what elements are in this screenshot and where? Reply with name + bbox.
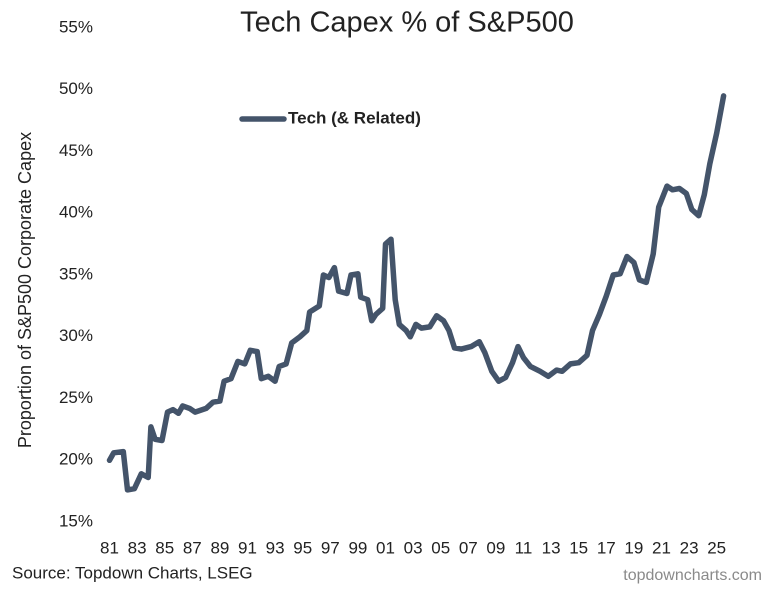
x-tick-label: 93 (266, 538, 285, 557)
y-tick-label: 55% (59, 17, 93, 36)
x-tick-label: 89 (210, 538, 229, 557)
y-axis-label: Proportion of S&P500 Corporate Capex (15, 132, 35, 448)
x-tick-label: 13 (542, 538, 561, 557)
x-tick-label: 83 (128, 538, 147, 557)
y-tick-label: 45% (59, 141, 93, 160)
legend-label: Tech (& Related) (288, 108, 421, 127)
x-tick-label: 05 (431, 538, 450, 557)
x-tick-label: 85 (155, 538, 174, 557)
x-tick-label: 25 (707, 538, 726, 557)
x-tick-label: 91 (238, 538, 257, 557)
x-tick-label: 03 (404, 538, 423, 557)
x-tick-label: 17 (597, 538, 616, 557)
x-tick-label: 07 (459, 538, 478, 557)
x-tick-label: 95 (293, 538, 312, 557)
x-tick-label: 15 (569, 538, 588, 557)
x-tick-label: 81 (100, 538, 119, 557)
x-tick-label: 87 (183, 538, 202, 557)
x-tick-label: 19 (624, 538, 643, 557)
y-tick-label: 30% (59, 326, 93, 345)
x-tick-label: 23 (680, 538, 699, 557)
x-tick-label: 97 (321, 538, 340, 557)
x-tick-label: 09 (486, 538, 505, 557)
y-tick-label: 50% (59, 79, 93, 98)
y-tick-label: 15% (59, 511, 93, 530)
y-tick-label: 20% (59, 450, 93, 469)
x-tick-label: 99 (348, 538, 367, 557)
chart-title: Tech Capex % of S&P500 (240, 7, 574, 39)
data-line (106, 93, 727, 493)
y-tick-label: 35% (59, 264, 93, 283)
source: Source: Topdown Charts, LSEG (12, 563, 253, 582)
y-tick-label: 40% (59, 203, 93, 222)
x-tick-label: 11 (515, 538, 533, 557)
x-tick-label: 01 (376, 538, 395, 557)
y-tick-label: 25% (59, 388, 93, 407)
x-tick-label: 21 (652, 538, 671, 557)
watermark: topdowncharts.com (623, 567, 762, 584)
